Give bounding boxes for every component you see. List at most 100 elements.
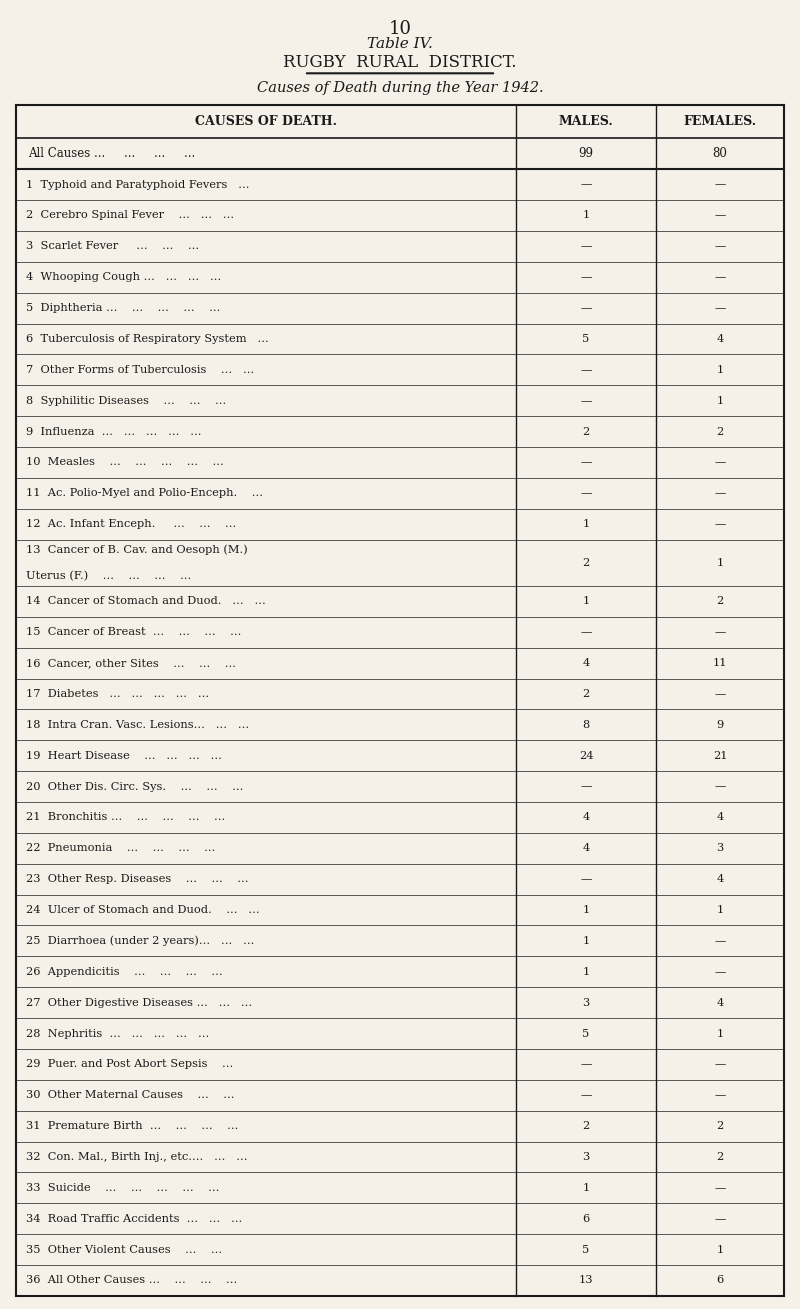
Text: 32  Con. Mal., Birth Inj., etc....   ...   ...: 32 Con. Mal., Birth Inj., etc.... ... ..… bbox=[26, 1152, 247, 1162]
Text: —: — bbox=[714, 241, 726, 251]
Text: 1: 1 bbox=[716, 905, 724, 915]
Text: —: — bbox=[580, 457, 592, 467]
Text: —: — bbox=[580, 395, 592, 406]
Text: 2: 2 bbox=[716, 1121, 724, 1131]
Text: 24  Ulcer of Stomach and Duod.    ...   ...: 24 Ulcer of Stomach and Duod. ... ... bbox=[26, 905, 259, 915]
Text: 2: 2 bbox=[582, 427, 590, 437]
Text: 4: 4 bbox=[582, 813, 590, 822]
Text: —: — bbox=[714, 1213, 726, 1224]
Text: 28  Nephritis  ...   ...   ...   ...   ...: 28 Nephritis ... ... ... ... ... bbox=[26, 1029, 209, 1038]
Text: —: — bbox=[580, 1059, 592, 1069]
Text: 8  Syphilitic Diseases    ...    ...    ...: 8 Syphilitic Diseases ... ... ... bbox=[26, 395, 226, 406]
Text: 5: 5 bbox=[582, 1029, 590, 1038]
Text: —: — bbox=[580, 781, 592, 792]
Text: 1: 1 bbox=[582, 936, 590, 946]
Text: —: — bbox=[580, 1090, 592, 1101]
Text: 22  Pneumonia    ...    ...    ...    ...: 22 Pneumonia ... ... ... ... bbox=[26, 843, 215, 853]
Text: 5  Diphtheria ...    ...    ...    ...    ...: 5 Diphtheria ... ... ... ... ... bbox=[26, 304, 220, 313]
Text: Causes of Death during the Year 1942.: Causes of Death during the Year 1942. bbox=[257, 81, 543, 96]
Text: FEMALES.: FEMALES. bbox=[683, 115, 757, 128]
Text: 17  Diabetes   ...   ...   ...   ...   ...: 17 Diabetes ... ... ... ... ... bbox=[26, 689, 209, 699]
Text: 1: 1 bbox=[582, 520, 590, 529]
Text: All Causes ...     ...     ...     ...: All Causes ... ... ... ... bbox=[28, 148, 195, 160]
Text: 9  Influenza  ...   ...   ...   ...   ...: 9 Influenza ... ... ... ... ... bbox=[26, 427, 201, 437]
Text: —: — bbox=[714, 272, 726, 283]
Text: 3: 3 bbox=[582, 1152, 590, 1162]
Text: 4: 4 bbox=[582, 658, 590, 668]
Text: 15  Cancer of Breast  ...    ...    ...    ...: 15 Cancer of Breast ... ... ... ... bbox=[26, 627, 241, 637]
Text: —: — bbox=[714, 457, 726, 467]
Text: 9: 9 bbox=[716, 720, 724, 730]
Text: MALES.: MALES. bbox=[558, 115, 614, 128]
Text: —: — bbox=[580, 874, 592, 884]
Text: 2: 2 bbox=[716, 1152, 724, 1162]
Text: 2: 2 bbox=[582, 689, 590, 699]
Text: 1: 1 bbox=[716, 1029, 724, 1038]
Text: 1: 1 bbox=[582, 967, 590, 977]
Text: 4: 4 bbox=[582, 843, 590, 853]
Text: —: — bbox=[714, 1183, 726, 1192]
Text: —: — bbox=[714, 520, 726, 529]
Text: —: — bbox=[580, 627, 592, 637]
Text: 1: 1 bbox=[582, 211, 590, 220]
Text: 4: 4 bbox=[716, 813, 724, 822]
Text: —: — bbox=[714, 1059, 726, 1069]
Text: 6: 6 bbox=[716, 1275, 724, 1285]
Text: 7  Other Forms of Tuberculosis    ...   ...: 7 Other Forms of Tuberculosis ... ... bbox=[26, 365, 254, 374]
Text: 2: 2 bbox=[582, 558, 590, 568]
Text: 21: 21 bbox=[713, 750, 727, 761]
Text: —: — bbox=[580, 488, 592, 499]
Text: 1  Typhoid and Paratyphoid Fevers   ...: 1 Typhoid and Paratyphoid Fevers ... bbox=[26, 179, 249, 190]
Text: 6: 6 bbox=[582, 1213, 590, 1224]
Text: 31  Premature Birth  ...    ...    ...    ...: 31 Premature Birth ... ... ... ... bbox=[26, 1121, 238, 1131]
Text: 14  Cancer of Stomach and Duod.   ...   ...: 14 Cancer of Stomach and Duod. ... ... bbox=[26, 597, 266, 606]
Text: Uterus (F.)    ...    ...    ...    ...: Uterus (F.) ... ... ... ... bbox=[26, 571, 191, 581]
Text: 13: 13 bbox=[578, 1275, 594, 1285]
Text: 1: 1 bbox=[716, 395, 724, 406]
Text: —: — bbox=[714, 179, 726, 190]
Text: 1: 1 bbox=[716, 365, 724, 374]
Text: 4  Whooping Cough ...   ...   ...   ...: 4 Whooping Cough ... ... ... ... bbox=[26, 272, 221, 283]
Text: —: — bbox=[580, 304, 592, 313]
Text: 99: 99 bbox=[578, 148, 594, 160]
Text: 1: 1 bbox=[716, 558, 724, 568]
Text: 11: 11 bbox=[713, 658, 727, 668]
Text: RUGBY  RURAL  DISTRICT.: RUGBY RURAL DISTRICT. bbox=[283, 54, 517, 71]
Text: 18  Intra Cran. Vasc. Lesions...   ...   ...: 18 Intra Cran. Vasc. Lesions... ... ... bbox=[26, 720, 249, 730]
Text: 12  Ac. Infant Enceph.     ...    ...    ...: 12 Ac. Infant Enceph. ... ... ... bbox=[26, 520, 236, 529]
Text: 21  Bronchitis ...    ...    ...    ...    ...: 21 Bronchitis ... ... ... ... ... bbox=[26, 813, 225, 822]
Text: —: — bbox=[580, 241, 592, 251]
Text: 25  Diarrhoea (under 2 years)...   ...   ...: 25 Diarrhoea (under 2 years)... ... ... bbox=[26, 936, 254, 946]
Text: 35  Other Violent Causes    ...    ...: 35 Other Violent Causes ... ... bbox=[26, 1245, 222, 1254]
Text: —: — bbox=[580, 365, 592, 374]
Text: 5: 5 bbox=[582, 334, 590, 344]
Text: 34  Road Traffic Accidents  ...   ...   ...: 34 Road Traffic Accidents ... ... ... bbox=[26, 1213, 242, 1224]
Text: 1: 1 bbox=[582, 905, 590, 915]
Text: 33  Suicide    ...    ...    ...    ...    ...: 33 Suicide ... ... ... ... ... bbox=[26, 1183, 219, 1192]
Text: 20  Other Dis. Circ. Sys.    ...    ...    ...: 20 Other Dis. Circ. Sys. ... ... ... bbox=[26, 781, 243, 792]
Text: 10: 10 bbox=[389, 20, 411, 38]
Text: 4: 4 bbox=[716, 874, 724, 884]
Text: —: — bbox=[714, 488, 726, 499]
Text: 3: 3 bbox=[716, 843, 724, 853]
Text: 23  Other Resp. Diseases    ...    ...    ...: 23 Other Resp. Diseases ... ... ... bbox=[26, 874, 248, 884]
Text: —: — bbox=[714, 689, 726, 699]
Text: 10  Measles    ...    ...    ...    ...    ...: 10 Measles ... ... ... ... ... bbox=[26, 457, 223, 467]
Text: 3: 3 bbox=[582, 997, 590, 1008]
Text: 3  Scarlet Fever     ...    ...    ...: 3 Scarlet Fever ... ... ... bbox=[26, 241, 198, 251]
Text: 36  All Other Causes ...    ...    ...    ...: 36 All Other Causes ... ... ... ... bbox=[26, 1275, 237, 1285]
Text: —: — bbox=[580, 272, 592, 283]
Text: 29  Puer. and Post Abort Sepsis    ...: 29 Puer. and Post Abort Sepsis ... bbox=[26, 1059, 233, 1069]
Text: 30  Other Maternal Causes    ...    ...: 30 Other Maternal Causes ... ... bbox=[26, 1090, 234, 1101]
Text: 4: 4 bbox=[716, 997, 724, 1008]
Text: 2: 2 bbox=[716, 427, 724, 437]
Text: —: — bbox=[714, 304, 726, 313]
Text: 1: 1 bbox=[582, 1183, 590, 1192]
Text: 11  Ac. Polio-Myel and Polio-Enceph.    ...: 11 Ac. Polio-Myel and Polio-Enceph. ... bbox=[26, 488, 262, 499]
Text: —: — bbox=[714, 627, 726, 637]
Text: —: — bbox=[714, 211, 726, 220]
Text: 8: 8 bbox=[582, 720, 590, 730]
Text: 16  Cancer, other Sites    ...    ...    ...: 16 Cancer, other Sites ... ... ... bbox=[26, 658, 235, 668]
Text: —: — bbox=[714, 1090, 726, 1101]
Text: 13  Cancer of B. Cav. and Oesoph (M.): 13 Cancer of B. Cav. and Oesoph (M.) bbox=[26, 545, 247, 555]
